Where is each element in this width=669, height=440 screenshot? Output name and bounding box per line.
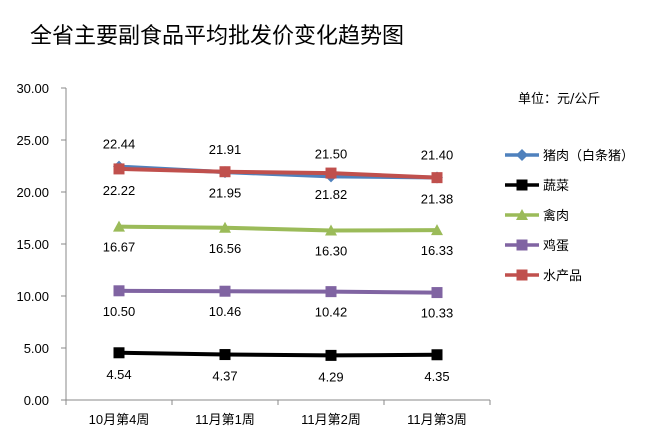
series-line <box>118 288 438 295</box>
data-label: 4.54 <box>106 367 131 382</box>
x-tick-label: 10月第4周 <box>89 412 150 427</box>
point-marker <box>325 349 337 361</box>
data-label: 21.40 <box>421 147 454 162</box>
series-鸡蛋 <box>113 285 443 299</box>
point-marker <box>219 349 231 361</box>
legend-label: 禽肉 <box>543 208 569 224</box>
y-tick-label: 30.00 <box>16 81 49 96</box>
x-tick-label: 11月第2周 <box>301 412 361 427</box>
data-label: 16.67 <box>103 240 136 255</box>
series-line <box>118 224 438 233</box>
data-label: 10.42 <box>315 305 348 320</box>
data-label: 21.82 <box>315 187 348 202</box>
data-labels: 22.44 21.91 21.50 21.40 4.54 4.37 4.29 4.35 16.6… <box>103 137 454 385</box>
point-marker <box>325 224 337 236</box>
data-label: 22.44 <box>103 137 136 152</box>
series-禽肉 <box>113 220 443 236</box>
data-label: 16.30 <box>315 243 348 258</box>
legend-label: 猪肉（白条猪） <box>543 148 634 164</box>
y-tick-label: 5.00 <box>24 341 49 356</box>
series-layer <box>113 160 443 361</box>
y-tick-label: 15.00 <box>16 237 49 252</box>
point-marker <box>431 287 443 299</box>
legend-label: 蔬菜 <box>543 179 569 194</box>
point-marker <box>431 172 443 184</box>
series-水产品 <box>113 163 443 184</box>
y-tick-label: 0.00 <box>24 393 49 408</box>
x-tick-label: 11月第3周 <box>407 412 467 427</box>
y-tick-label: 10.00 <box>16 289 49 304</box>
point-marker <box>325 286 337 298</box>
y-tick-label: 25.00 <box>16 133 49 148</box>
point-marker <box>219 221 231 233</box>
data-label: 21.38 <box>421 192 454 207</box>
data-label: 4.35 <box>424 369 449 384</box>
legend-item: 猪肉（白条猪） <box>505 148 634 164</box>
point-marker <box>113 220 125 232</box>
point-marker <box>113 347 125 359</box>
data-label: 22.22 <box>103 183 136 198</box>
series-line <box>118 166 438 180</box>
x-tick-label: 11月第1周 <box>195 412 255 427</box>
data-label: 21.95 <box>209 186 242 201</box>
point-marker <box>219 166 231 178</box>
point-marker <box>431 349 443 361</box>
point-marker <box>516 239 528 251</box>
data-label: 21.50 <box>315 146 348 161</box>
legend-label: 鸡蛋 <box>543 238 569 254</box>
data-label: 4.29 <box>318 369 343 384</box>
legend-label: 水产品 <box>543 269 582 284</box>
data-label: 16.56 <box>209 241 242 256</box>
point-marker <box>516 269 528 281</box>
data-label: 16.33 <box>421 243 454 258</box>
data-label: 21.91 <box>209 142 242 157</box>
chart-title: 全省主要副食品平均批发价变化趋势图 <box>30 24 404 49</box>
y-tick-label: 20.00 <box>16 185 49 200</box>
axes: 0.00 5.00 10.00 15.00 20.00 25.00 30.00 10月第4周 1… <box>16 81 491 427</box>
legend-item: 鸡蛋 <box>505 238 569 254</box>
legend-item: 水产品 <box>505 269 582 284</box>
point-marker <box>516 179 528 191</box>
data-label: 4.37 <box>212 369 237 384</box>
point-marker <box>219 285 231 297</box>
data-label: 10.46 <box>209 304 242 319</box>
series-蔬菜 <box>113 347 443 361</box>
legend-item: 蔬菜 <box>505 179 569 194</box>
point-marker <box>325 167 337 179</box>
series-line <box>118 350 438 358</box>
data-label: 10.33 <box>421 306 454 321</box>
unit-label: 单位：元/公斤 <box>518 92 600 107</box>
point-marker <box>431 224 443 236</box>
point-marker <box>113 285 125 297</box>
data-label: 10.50 <box>103 304 136 319</box>
legend-item: 禽肉 <box>505 208 569 224</box>
point-marker <box>113 163 125 175</box>
point-marker <box>516 209 528 220</box>
point-marker <box>516 149 528 161</box>
